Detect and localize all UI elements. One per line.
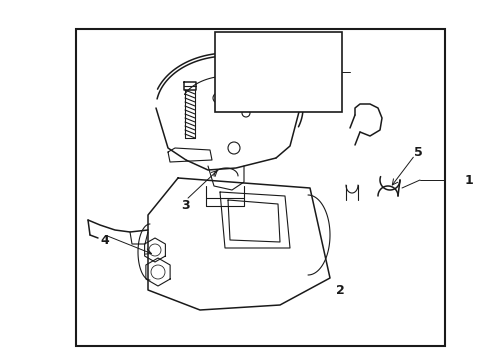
Bar — [215, 32, 342, 112]
Text: 1: 1 — [464, 174, 472, 186]
Text: 4: 4 — [101, 234, 109, 247]
Bar — [76, 29, 444, 346]
Text: 3: 3 — [182, 198, 190, 212]
Text: 5: 5 — [413, 145, 422, 158]
Text: 2: 2 — [335, 284, 344, 297]
